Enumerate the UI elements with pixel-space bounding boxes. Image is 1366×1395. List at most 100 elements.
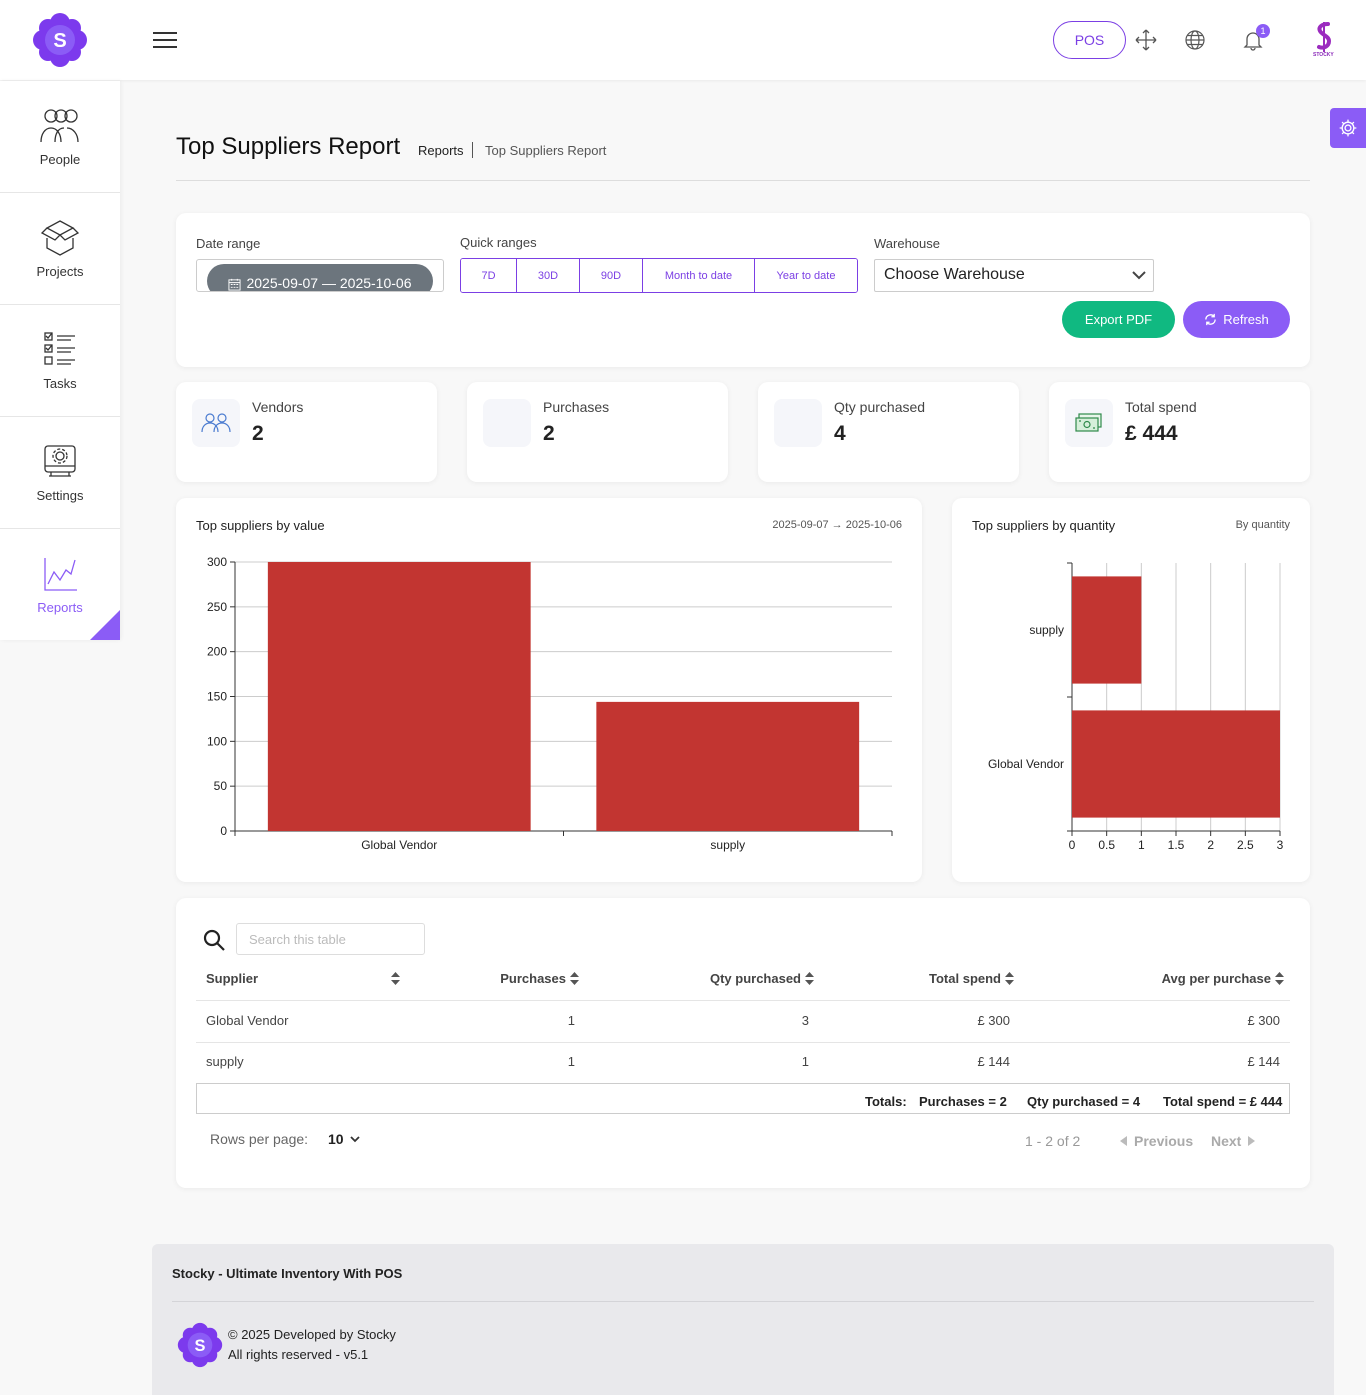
y-tick-label: 200 [207,645,227,659]
totals-label: Totals: [865,1094,907,1109]
bar [596,701,860,831]
sort-icon [570,972,579,985]
breadcrumb-current: Top Suppliers Report [485,143,607,158]
sidebar-item-people[interactable]: People [0,81,120,193]
quick-ranges-label: Quick ranges [460,235,537,250]
value-bar-chart: 0 50 100 150 200 250 300 Global Vendor supply [207,555,893,852]
cell-total-spend: £ 300 [977,1013,1010,1028]
y-tick-label: supply [1029,623,1064,637]
column-label: Supplier [206,971,259,986]
quick-range-month-to-date[interactable]: Month to date [643,259,755,292]
reports-icon [44,558,77,591]
kpi-label: Vendors [252,399,304,415]
sort-icon [1275,972,1284,985]
x-tick-label: supply [710,838,745,852]
chevron-down-icon [349,1136,360,1143]
rows-per-page-value: 10 [328,1131,344,1147]
sort-icon [805,972,814,985]
date-range-picker[interactable]: 2025-09-07 — 2025-10-06 [196,259,444,292]
column-header-total-spend[interactable]: Total spend [929,971,1014,986]
quick-range-30d[interactable]: 30D [517,259,580,292]
y-tick-label: 50 [214,779,228,793]
sidebar: People Projects Tasks Settings Reports [0,81,120,640]
table-header-divider [196,1000,1290,1001]
vendors-icon [192,399,240,447]
column-header-supplier[interactable]: Supplier [206,971,400,986]
refresh-label: Refresh [1223,312,1269,327]
settings-icon [44,445,76,477]
next-page-button[interactable]: Next [1211,1133,1256,1149]
quick-range-7d[interactable]: 7D [461,259,517,292]
column-header-avg[interactable]: Avg per purchase [1162,971,1284,986]
kpi-value: 4 [834,422,846,445]
sidebar-item-reports[interactable]: Reports [0,529,120,640]
sidebar-item-tasks[interactable]: Tasks [0,305,120,417]
bar [1072,576,1142,684]
fullscreen-icon[interactable] [1134,28,1158,52]
avatar-brand: STOCKY [1313,52,1334,58]
pos-button[interactable]: POS [1053,21,1126,59]
purchases-icon [483,399,531,447]
date-range-value: 2025-09-07 — 2025-10-06 [246,275,412,291]
date-range-pill[interactable]: 2025-09-07 — 2025-10-06 [207,264,433,291]
y-tick-label: Global Vendor [988,757,1064,771]
breadcrumb-parent[interactable]: Reports [418,143,464,158]
kpi-value: 2 [252,422,264,445]
chevron-left-icon [1120,1136,1127,1146]
kpi-card-purchases: Purchases 2 [467,382,728,482]
sidebar-item-projects[interactable]: Projects [0,193,120,305]
chart-title: Top suppliers by quantity [972,518,1116,533]
footer-title: Stocky - Ultimate Inventory With POS [172,1266,403,1281]
customizer-toggle[interactable] [1330,108,1366,148]
totals-purchases: Purchases = 2 [919,1094,1007,1109]
date-range-label: Date range [196,236,261,251]
notification-badge: 1 [1256,24,1270,38]
refresh-icon [1205,313,1217,326]
column-label: Avg per purchase [1161,971,1271,986]
logo-icon[interactable]: S [32,12,88,68]
menu-toggle-icon[interactable] [153,32,177,50]
previous-label: Previous [1134,1133,1194,1149]
y-tick-label: 150 [207,690,227,704]
footer-rights: All rights reserved - v5.1 [228,1347,369,1362]
warehouse-selected-value: Choose Warehouse [884,266,1025,283]
kpi-card-total-spend: Total spend £ 444 [1049,382,1310,482]
page-info: 1 - 2 of 2 [1025,1133,1081,1149]
footer-copyright: © 2025 Developed by Stocky [228,1327,396,1342]
kpi-value: £ 444 [1125,422,1178,445]
totals-qty: Qty purchased = 4 [1027,1094,1141,1109]
x-tick-label: 2 [1207,838,1214,852]
people-icon [40,109,79,143]
export-pdf-button[interactable]: Export PDF [1062,301,1175,338]
refresh-button[interactable]: Refresh [1183,301,1290,338]
kpi-label: Total spend [1125,399,1197,415]
previous-page-button[interactable]: Previous [1120,1133,1193,1149]
user-avatar-icon[interactable] [1310,20,1340,58]
next-label: Next [1211,1133,1242,1149]
rows-per-page-select[interactable]: 10 [328,1131,360,1147]
breadcrumb-separator [472,142,473,158]
totals-spend: Total spend = £ 444 [1163,1094,1283,1109]
warehouse-select[interactable]: Choose Warehouse [874,259,1154,292]
qty-bar-chart: 0 0.5 1 1.5 2 2.5 3 Global Vendor supply [988,562,1284,852]
gear-icon [1339,119,1357,137]
cell-avg: £ 144 [1247,1054,1280,1069]
money-icon [1065,399,1113,447]
search-icon [203,929,225,951]
table-search-input[interactable] [236,923,425,955]
quick-range-group: 7D 30D 90D Month to date Year to date [460,258,858,293]
x-tick-label: 3 [1277,838,1284,852]
footer-logo-icon: S [177,1322,223,1368]
column-header-purchases[interactable]: Purchases [500,971,579,986]
quick-range-year-to-date[interactable]: Year to date [755,259,857,292]
x-tick-label: 2.5 [1237,838,1254,852]
sort-icon [391,972,400,985]
notification-bell-icon[interactable] [1241,28,1265,52]
quick-range-90d[interactable]: 90D [580,259,643,292]
language-globe-icon[interactable] [1183,28,1207,52]
title-divider [176,180,1310,181]
chevron-right-icon [1248,1136,1256,1146]
column-header-qty[interactable]: Qty purchased [710,971,814,986]
sidebar-item-settings[interactable]: Settings [0,417,120,529]
sidebar-item-label: Settings [36,488,84,503]
